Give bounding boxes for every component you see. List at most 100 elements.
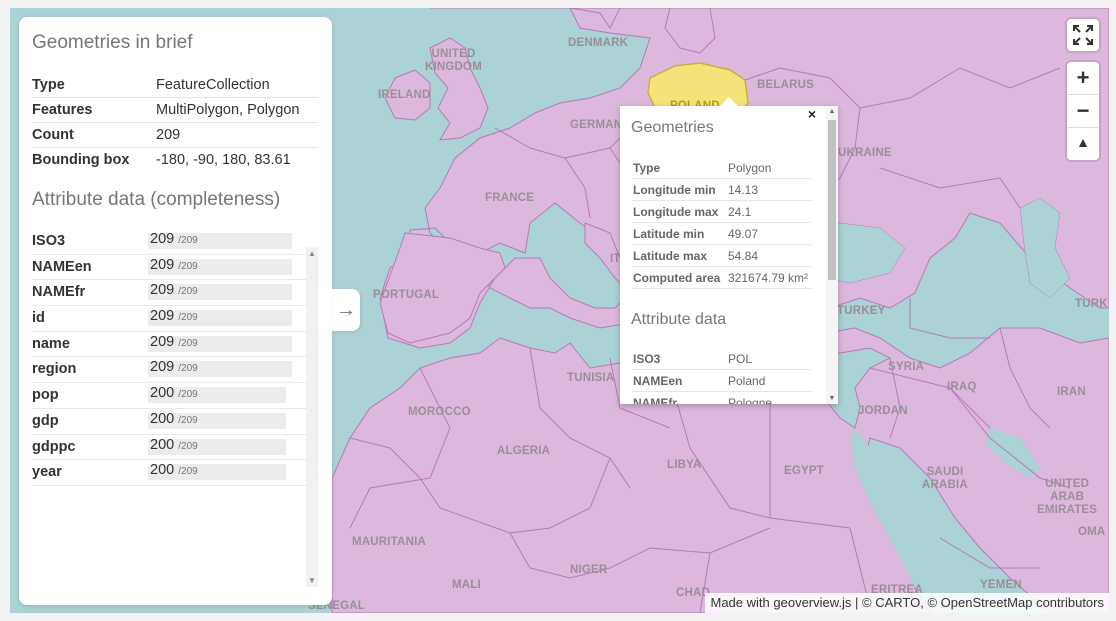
zoom-out-button[interactable]: − <box>1067 94 1099 127</box>
scroll-down-icon[interactable]: ▼ <box>828 395 836 402</box>
popup-value: Poland <box>727 369 812 392</box>
completeness-fill <box>148 310 292 327</box>
popup-key: Latitude max <box>632 244 727 267</box>
popup-value: 14.13 <box>727 178 812 201</box>
table-row: Count 209 <box>32 122 318 148</box>
label-germany: GERMANY <box>570 119 631 131</box>
popup-scrollbar[interactable]: ▲ ▼ <box>826 106 838 404</box>
info-panel: Geometries in brief Type FeatureCollectio… <box>19 17 332 605</box>
info-key: Features <box>32 97 156 123</box>
completeness-fill <box>148 464 286 481</box>
popup-value: POL <box>727 348 812 370</box>
attribute-scrollbar[interactable]: ▲ ▼ <box>306 247 318 587</box>
minus-icon: − <box>1076 98 1090 123</box>
attribute-count: 200 /209 <box>150 462 198 479</box>
attribute-count: 209 /209 <box>150 359 198 376</box>
popup-key: NAMEfr <box>632 391 727 404</box>
label-mauritania: MAURITANIA <box>352 536 426 548</box>
label-egypt: EGYPT <box>784 465 824 477</box>
completeness-fill <box>148 387 286 404</box>
scroll-down-icon[interactable]: ▼ <box>308 576 316 585</box>
attribute-count: 209 /209 <box>150 333 198 350</box>
osm-link[interactable]: OpenStreetMap <box>940 595 1033 610</box>
popup-key: Longitude min <box>632 178 727 201</box>
completeness-bar <box>148 284 292 301</box>
completeness-bar <box>148 310 292 327</box>
completeness-bar <box>148 438 286 455</box>
attribute-row: region 209 /209 <box>32 357 318 384</box>
attribute-row: gdp 200 /209 <box>32 409 318 435</box>
popup-value: Pologne <box>727 391 812 404</box>
popup-attributes-title: Attribute data <box>631 311 727 328</box>
completeness-fill <box>148 284 292 301</box>
label-denmark: DENMARK <box>568 37 629 49</box>
attribute-count: 200 /209 <box>150 436 198 453</box>
persian-gulf <box>985 428 1040 478</box>
popup-key: Computed area <box>632 266 727 289</box>
feature-popup: Geometries Type Polygon Longitude min 14.13… <box>620 97 838 404</box>
label-ireland: IRELAND <box>378 89 431 101</box>
label-oman: OMA <box>1078 526 1106 538</box>
navigation-control: + − ▲ <box>1067 62 1099 160</box>
attribute-row: name 209 /209 <box>32 332 318 358</box>
attribute-count: 200 /209 <box>150 410 198 427</box>
completeness-bar <box>148 464 286 481</box>
fullscreen-button[interactable] <box>1067 19 1099 51</box>
country-borders <box>349 67 1071 613</box>
map-attribution: Made with geoverview.js | © CARTO, © Ope… <box>704 593 1109 613</box>
popup-value: 49.07 <box>727 222 812 245</box>
label-portugal: PORTUGAL <box>373 289 440 301</box>
completeness-fill <box>148 412 286 429</box>
attribute-key: gdppc <box>32 438 76 455</box>
popup-key: ISO3 <box>632 348 727 370</box>
geometries-title: Geometries in brief <box>32 32 193 53</box>
fullscreen-icon <box>1073 25 1093 45</box>
attribute-row: year 200 /209 <box>32 460 318 486</box>
attribute-key: region <box>32 361 77 378</box>
completeness-bar <box>148 233 292 249</box>
geoverview-link[interactable]: geoverview.js <box>773 595 852 610</box>
compass-button[interactable]: ▲ <box>1067 127 1099 160</box>
arrow-right-icon: → <box>336 299 356 321</box>
info-value: -180, -90, 180, 83.61 <box>156 152 291 168</box>
attribute-count: 209 /209 <box>150 256 198 273</box>
info-value: FeatureCollection <box>156 73 318 98</box>
label-yemen: YEMEN <box>980 579 1022 591</box>
attribute-key: ISO3 <box>32 233 66 249</box>
zoom-in-button[interactable]: + <box>1067 62 1099 94</box>
label-mali: MALI <box>452 579 481 591</box>
attribute-list[interactable]: ISO3 209 /209 NAMEen 209 /209 NAMEfr 209 /209… <box>32 229 318 571</box>
compass-icon: ▲ <box>1076 134 1090 150</box>
attribute-count: 209 /209 <box>150 308 198 325</box>
attribute-key: gdp <box>32 412 59 429</box>
table-row: Latitude max 54.84 <box>632 244 812 267</box>
attribute-key: NAMEfr <box>32 284 86 301</box>
close-icon[interactable]: × <box>807 106 816 122</box>
scroll-thumb[interactable] <box>828 120 836 280</box>
table-row: Features MultiPolygon, Polygon <box>32 97 318 123</box>
scandinavia-landmass <box>569 8 716 54</box>
scroll-up-icon[interactable]: ▲ <box>828 108 836 115</box>
completeness-fill <box>148 233 292 249</box>
attribute-row: gdppc 200 /209 <box>32 435 318 461</box>
popup-value: 321674.79 km² <box>727 266 812 289</box>
info-key: Bounding box <box>32 152 130 168</box>
attribution-suffix: contributors <box>1032 595 1104 610</box>
popup-value: Polygon <box>727 157 812 179</box>
uk-landmass <box>429 37 489 141</box>
label-france: FRANCE <box>485 192 535 204</box>
attribute-row: NAMEen 209 /209 <box>32 255 318 281</box>
label-chad: CHAD <box>676 587 711 599</box>
popup-geometries-title: Geometries <box>631 119 714 136</box>
attribute-key: name <box>32 335 70 352</box>
completeness-fill <box>148 361 292 378</box>
scroll-up-icon[interactable]: ▲ <box>308 249 316 258</box>
ireland-landmass <box>384 69 431 121</box>
attribute-count: 200 /209 <box>150 385 198 402</box>
panel-toggle-button[interactable]: → <box>332 289 360 331</box>
geometry-info-table: Type FeatureCollection Features MultiPolyg… <box>32 73 318 172</box>
label-libya: LIBYA <box>667 459 702 471</box>
table-row: Longitude max 24.1 <box>632 200 812 223</box>
popup-content[interactable]: Geometries Type Polygon Longitude min 14.13… <box>620 106 826 404</box>
completeness-bar <box>148 258 292 275</box>
